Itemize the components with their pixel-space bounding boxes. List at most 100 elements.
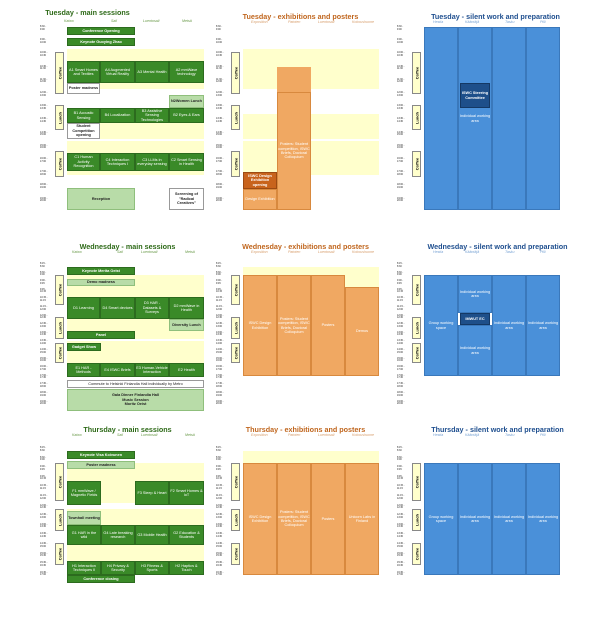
keynote[interactable]: Keynote Merita Oeist (67, 267, 135, 275)
time-label: 11:15 - 12:00 (40, 305, 48, 311)
design-exhibition-opening[interactable]: ISWC Design Exhibition opening (243, 172, 277, 189)
time-label: 17:00 - 18:00 (397, 170, 405, 176)
session-e3[interactable]: E3 Human-Vehicle Interaction (135, 363, 169, 377)
time-label: 8:30 - 9:00 (397, 270, 404, 277)
room-label: Luentosali (141, 250, 158, 254)
session-d3[interactable]: D3 HAR - Datasets & Surveys (135, 297, 169, 319)
session-d2[interactable]: D2 mmWave in Health (169, 297, 204, 319)
room-label: Hestia (433, 433, 444, 437)
time-label: 15:00 - 15:30 (397, 551, 405, 558)
working-area[interactable]: Individual working area (492, 463, 526, 575)
posters-block[interactable]: Posters: Student competition, ISWC Brief… (277, 92, 311, 210)
room-label: Piili (540, 250, 546, 254)
session-g2[interactable]: G2 Education & Students (169, 525, 204, 545)
session-c2[interactable]: C2 Smart Sensing in Health (169, 153, 204, 171)
keynote[interactable]: Keynote Visa Koivunen (67, 451, 135, 459)
design-exhibition[interactable]: ISWC Design Exhibition (243, 463, 277, 575)
posters-block[interactable]: Posters (311, 463, 345, 575)
unicorn-labs[interactable]: Unicorn Labs in Finland (345, 463, 379, 575)
design-exhibition[interactable]: ISWC Design Exhibition (243, 275, 277, 376)
working-area[interactable]: Individual working area (458, 27, 492, 210)
session-g1[interactable]: G1 HAR in the wild (67, 525, 101, 545)
panel-session[interactable]: Panel (67, 331, 135, 339)
time-label: 13:30 - 14:30 (397, 532, 405, 538)
session-h1[interactable]: H1 Interaction Techniques II (67, 561, 101, 575)
working-area[interactable] (492, 27, 526, 210)
group-working-space[interactable]: Group working space (424, 275, 458, 376)
time-label: 16:00 - 17:00 (40, 157, 48, 163)
session-b1[interactable]: B1 Acoustic Sensing (67, 108, 100, 123)
session-h4[interactable]: H4 Privacy & Security (101, 561, 135, 575)
session-h3[interactable]: H3 Fitness & Sports (135, 561, 169, 575)
session-g3[interactable]: G3 Mobile Health (135, 525, 169, 545)
session-a3[interactable]: A3 Mental Health (135, 61, 169, 83)
diversity-lunch[interactable]: Diversity Lunch (169, 319, 204, 331)
time-label: 13:00 - 13:30 (397, 104, 405, 110)
time-label: 16:30 - 17:00 (216, 570, 224, 577)
session-b3[interactable]: B3 Assistive Sensing Technologies (135, 108, 169, 123)
session-d4[interactable]: D4 Smart devices (100, 297, 135, 319)
steering-committee[interactable]: ISWC Steering Committee (460, 83, 490, 108)
time-label: 16:30 - 17:00 (397, 570, 405, 577)
demos-block[interactable]: Demos (345, 287, 379, 376)
conference-closing[interactable]: Conference closing (67, 575, 135, 583)
posters-block[interactable]: Posters: Student competition, ISWC Brief… (277, 463, 311, 575)
townhall-meeting[interactable]: Townhall meeting (67, 511, 101, 525)
working-area[interactable]: Individual working area (458, 325, 492, 376)
session-f1[interactable]: F1 mmWave / Magnetic Fields (67, 481, 101, 505)
session-g4[interactable]: G4 Late breaking research (101, 525, 135, 545)
n2women-lunch[interactable]: N2Women Lunch (169, 95, 204, 108)
screening[interactable]: Screening of "Radical Creatives" (169, 188, 204, 210)
session-c4[interactable]: C4 Interaction Techniques I (100, 153, 135, 171)
room-label: Tasku (505, 20, 515, 24)
time-label: 15:30 - 16:30 (397, 561, 405, 567)
time-label: 9:00 - 9:45 (397, 465, 404, 471)
demo-madness[interactable]: Demo madness (67, 279, 135, 286)
room-label: Kaiwo (72, 250, 82, 254)
working-area[interactable]: Individual working area (492, 275, 526, 376)
room-label: Kaiwo (64, 19, 74, 23)
session-f2[interactable]: F2 Smart Homes & IoT (169, 481, 204, 505)
tuesday-main-times: Coffee Lunch Coffee 8:30 - 9:00 9:00 - 10… (40, 25, 64, 206)
time-label: 12:00 - 12:30 (216, 313, 224, 320)
session-a2[interactable]: A2 mmWave technology (169, 61, 204, 83)
time-label: 10:15 - 11:15 (216, 296, 224, 302)
group-working-space[interactable]: Group working space (424, 463, 458, 575)
reception[interactable]: Reception (67, 188, 135, 210)
conference-opening[interactable]: Conference Opening (67, 27, 135, 35)
session-a1[interactable]: A1 Smart Homes and Textiles (67, 61, 100, 83)
imwut-ec[interactable]: IMWUT EC (460, 313, 490, 325)
working-area[interactable]: Individual working area (526, 463, 560, 575)
working-area[interactable]: Individual working area (526, 275, 560, 376)
time-label: 19:00 - 20:00 (216, 399, 224, 406)
session-a4[interactable]: A4 Augmented Virtual Reality (100, 61, 135, 83)
posters-block[interactable]: Posters (311, 275, 345, 376)
working-area[interactable] (526, 27, 560, 210)
working-area[interactable]: Individual working area (458, 463, 492, 575)
gadget-show[interactable]: Gadget Show (67, 343, 101, 351)
session-e1[interactable]: E1 HAR - Methods (67, 363, 100, 377)
posters-block[interactable]: Posters: Student competition, ISWC Brief… (277, 275, 311, 376)
gala-dinner[interactable]: Gala Dinner Finlandia Hall Music Session… (67, 389, 204, 411)
session-c3[interactable]: C3 LLMs in everyday sensing (135, 153, 169, 171)
working-area[interactable] (424, 27, 458, 210)
room-label: Kokoushuone (352, 20, 374, 24)
session-e4[interactable]: E4 ISWC Briefs (100, 363, 135, 377)
time-label: 15:00 - 16:00 (216, 356, 224, 363)
keynote[interactable]: Keynote Guoying Zhao (67, 38, 135, 46)
poster-madness[interactable]: Poster madness (67, 461, 135, 469)
working-area[interactable]: Individual working area (458, 275, 492, 313)
session-h2[interactable]: H2 Haptics & Touch (169, 561, 204, 575)
session-c1[interactable]: C1 Human Activity Recognition (67, 153, 100, 171)
commute[interactable]: Commute to Helsinki Finlandia Hall indiv… (67, 380, 204, 388)
student-competition-opening[interactable]: Student Competition opening (67, 123, 100, 139)
session-d1[interactable]: D1 Learning (67, 297, 100, 319)
time-label: 16:00 - 17:00 (216, 365, 224, 371)
session-f3[interactable]: F3 Sleep & Heart (135, 481, 169, 505)
session-b4[interactable]: B4 Localization (100, 108, 135, 123)
design-exhibition[interactable]: Design Exhibition (243, 189, 277, 210)
session-e2[interactable]: E2 Health (169, 363, 204, 377)
poster-madness[interactable]: Poster madness (67, 83, 100, 94)
session-b2[interactable]: B2 Eyes & Ears (169, 108, 204, 123)
time-label: 8:15 - 8:30 (40, 446, 47, 452)
